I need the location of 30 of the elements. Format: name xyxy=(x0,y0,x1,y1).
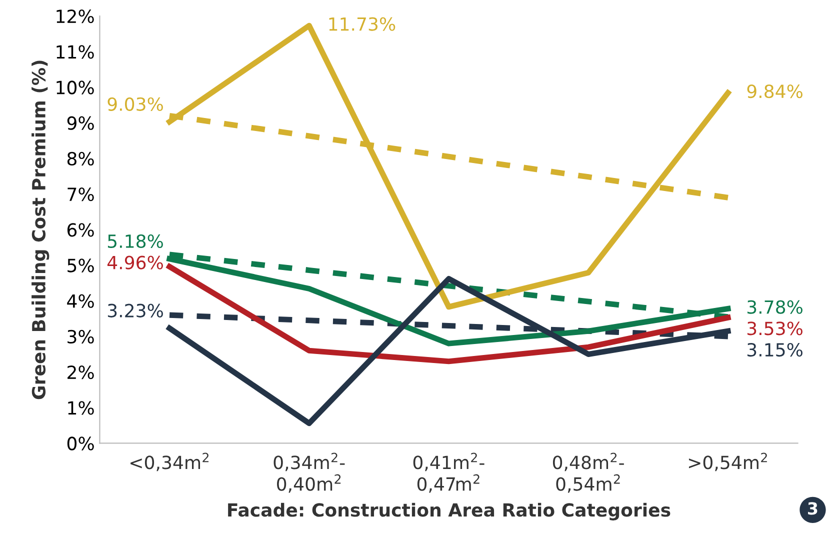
x-tick-label: 0,34m$^{2}$- 0,40m$^{2}$ xyxy=(274,452,345,493)
y-tick-label: 1% xyxy=(68,401,94,415)
data-label: 3.15% xyxy=(747,342,802,357)
data-label: 9.84% xyxy=(747,84,802,98)
y-tick-label: 4% xyxy=(67,294,94,308)
y-tick-label: 6% xyxy=(67,223,94,237)
data-label: 3.23% xyxy=(108,304,163,318)
y-tick-label: 0% xyxy=(67,436,94,450)
text: 3 xyxy=(808,502,818,515)
x-tick-label: 0,41m$^{2}$- 0,47m$^{2}$ xyxy=(413,452,484,493)
x-tick-label: 0,48m$^{2}$- 0,54m$^{2}$ xyxy=(552,452,624,493)
x-axis-title: Facade: Construction Area Ratio Categories xyxy=(228,502,670,520)
y-tick-label: 9% xyxy=(67,116,94,130)
data-label: 4.96% xyxy=(107,256,163,270)
y-tick-label: 2% xyxy=(68,365,94,380)
data-label: 9.03% xyxy=(108,97,163,111)
data-label: 3.78% xyxy=(747,300,802,314)
data-label: 11.73% xyxy=(329,17,396,31)
data-label: 5.18% xyxy=(108,234,163,248)
y-tick-label: 11% xyxy=(56,45,94,59)
y-axis-title: Green Building Cost Premium (%) xyxy=(32,60,50,400)
y-tick-label: 3% xyxy=(68,330,94,344)
y-tick-label: 8% xyxy=(67,152,94,166)
y-tick-label: 12% xyxy=(56,9,94,24)
x-tick-label: <0,34m$^{2}$ xyxy=(130,452,208,472)
data-label: 3.53% xyxy=(747,322,802,336)
y-tick-label: 7% xyxy=(68,187,94,202)
y-tick-label: 10% xyxy=(56,80,94,94)
x-tick-label: >0,54m$^{2}$ xyxy=(688,452,767,472)
y-tick-label: 5% xyxy=(68,258,94,272)
